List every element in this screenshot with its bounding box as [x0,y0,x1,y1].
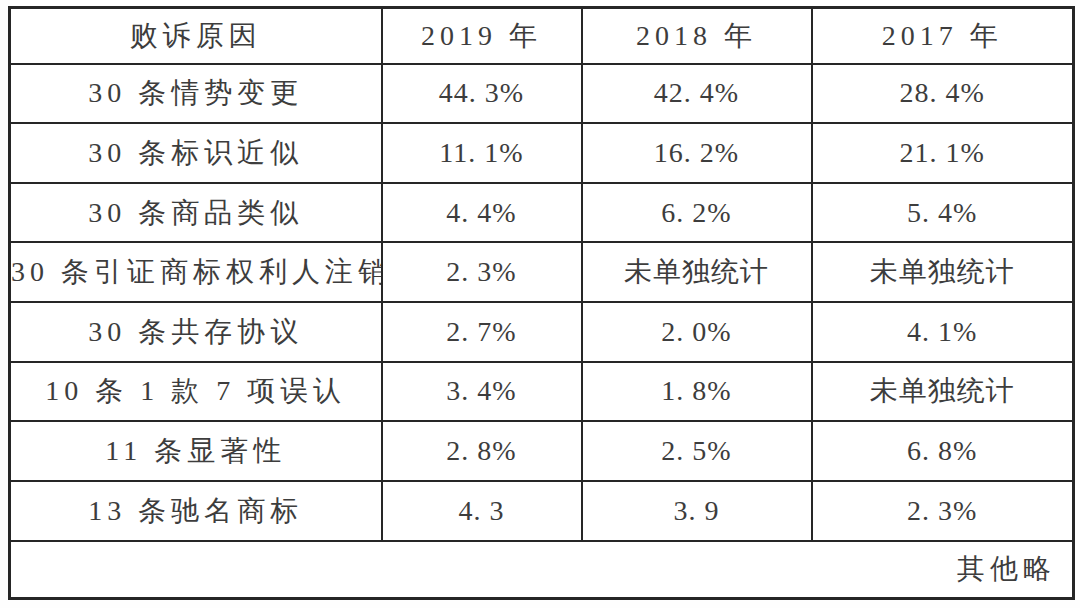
column-header-reason: 败诉原因 [10,8,382,64]
table-row: 30 条标识近似 11. 1% 16. 2% 21. 1% [10,123,1074,183]
table-row: 13 条驰名商标 4. 3 3. 9 2. 3% [10,481,1074,541]
value-2017-cell: 5. 4% [812,183,1074,243]
value-2017-cell: 未单独统计 [812,242,1074,302]
header-row: 败诉原因 2019 年 2018 年 2017 年 [10,8,1074,64]
value-2019-cell: 11. 1% [382,123,582,183]
column-header-2018: 2018 年 [582,8,812,64]
value-2018-cell: 3. 9 [582,481,812,541]
column-header-2017: 2017 年 [812,8,1074,64]
table-row: 30 条引证商标权利人注销 2. 3% 未单独统计 未单独统计 [10,242,1074,302]
lawsuit-loss-reasons-table: 败诉原因 2019 年 2018 年 2017 年 30 条情势变更 44. 3… [8,6,1075,600]
footer-note: 其他略 [10,541,1074,599]
value-2019-cell: 4. 4% [382,183,582,243]
page: 败诉原因 2019 年 2018 年 2017 年 30 条情势变更 44. 3… [0,0,1080,608]
reason-cell: 11 条显著性 [10,421,382,481]
value-2018-cell: 6. 2% [582,183,812,243]
value-2018-cell: 未单独统计 [582,242,812,302]
table-row: 30 条情势变更 44. 3% 42. 4% 28. 4% [10,64,1074,124]
reason-cell: 30 条共存协议 [10,302,382,362]
value-2019-cell: 44. 3% [382,64,582,124]
value-2019-cell: 3. 4% [382,362,582,422]
value-2018-cell: 1. 8% [582,362,812,422]
value-2019-cell: 2. 8% [382,421,582,481]
column-header-2019: 2019 年 [382,8,582,64]
value-2017-cell: 4. 1% [812,302,1074,362]
table-row: 30 条共存协议 2. 7% 2. 0% 4. 1% [10,302,1074,362]
value-2017-cell: 28. 4% [812,64,1074,124]
reason-cell: 13 条驰名商标 [10,481,382,541]
reason-cell: 30 条商品类似 [10,183,382,243]
value-2018-cell: 2. 5% [582,421,812,481]
value-2017-cell: 21. 1% [812,123,1074,183]
value-2017-cell: 6. 8% [812,421,1074,481]
value-2017-cell: 未单独统计 [812,362,1074,422]
value-2019-cell: 2. 3% [382,242,582,302]
footer-row: 其他略 [10,541,1074,599]
table-row: 10 条 1 款 7 项误认 3. 4% 1. 8% 未单独统计 [10,362,1074,422]
value-2018-cell: 2. 0% [582,302,812,362]
value-2019-cell: 2. 7% [382,302,582,362]
value-2018-cell: 16. 2% [582,123,812,183]
table-row: 30 条商品类似 4. 4% 6. 2% 5. 4% [10,183,1074,243]
reason-cell: 30 条标识近似 [10,123,382,183]
reason-cell: 30 条引证商标权利人注销 [10,242,382,302]
value-2017-cell: 2. 3% [812,481,1074,541]
table-row: 11 条显著性 2. 8% 2. 5% 6. 8% [10,421,1074,481]
reason-cell: 30 条情势变更 [10,64,382,124]
value-2019-cell: 4. 3 [382,481,582,541]
value-2018-cell: 42. 4% [582,64,812,124]
reason-cell: 10 条 1 款 7 项误认 [10,362,382,422]
